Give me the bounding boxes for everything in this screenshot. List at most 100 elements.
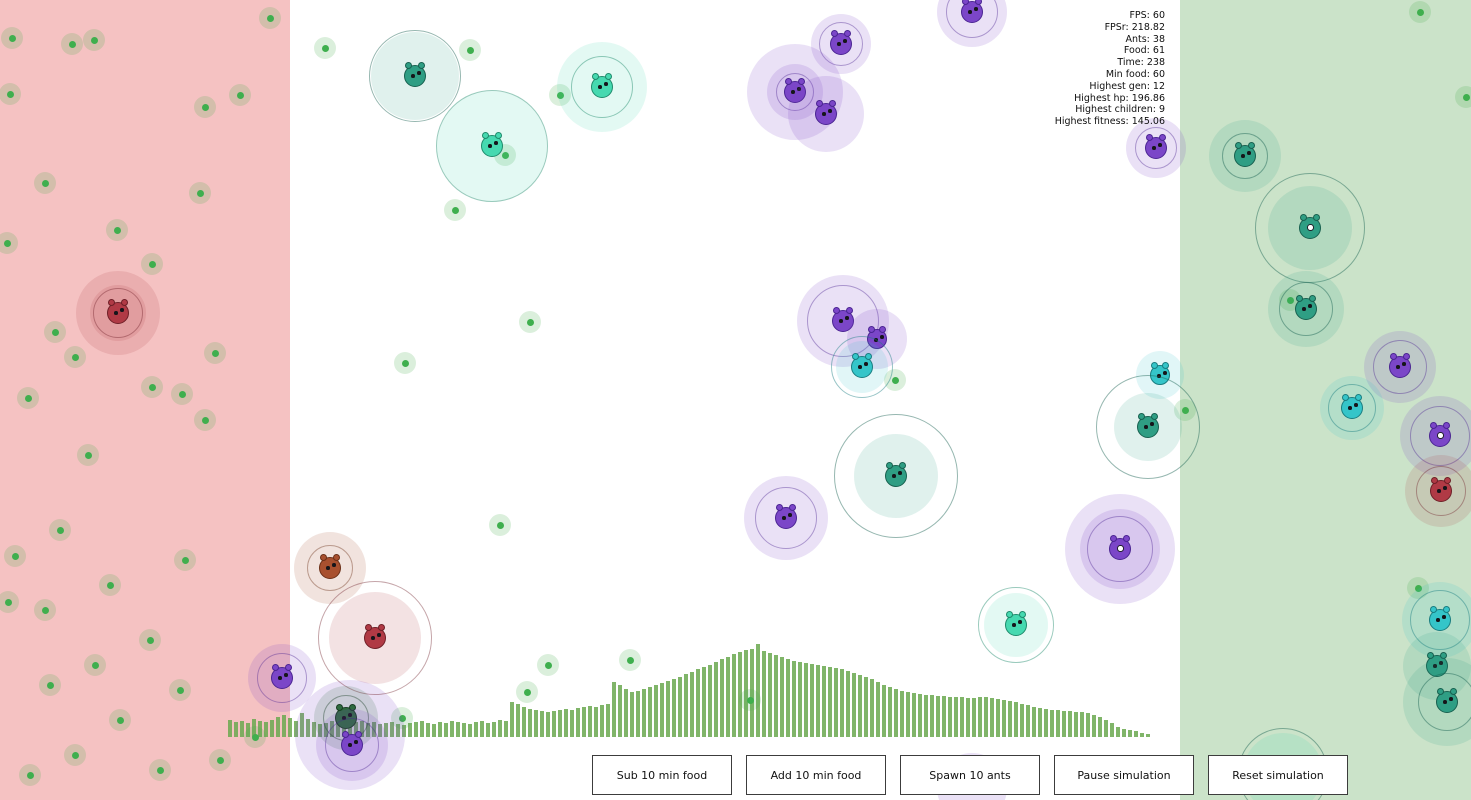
ant: [404, 62, 426, 87]
histogram-bar: [318, 724, 322, 737]
stat-highest-fitness: Highest fitness: 145.06: [1054, 116, 1165, 128]
histogram-bar: [564, 709, 568, 737]
histogram-bar: [528, 709, 532, 737]
histogram-bar: [912, 693, 916, 737]
ant-eye: [348, 713, 352, 717]
histogram-bar: [846, 671, 850, 737]
ant-eye: [782, 516, 786, 520]
histogram-bar: [870, 679, 874, 737]
histogram-bar: [786, 659, 790, 737]
histogram-bar: [936, 696, 940, 737]
food-dot: [146, 636, 154, 644]
histogram-bar: [552, 711, 556, 737]
food-dot: [84, 451, 92, 459]
food-dot: [26, 771, 34, 779]
reset-simulation-button[interactable]: Reset simulation: [1208, 755, 1348, 795]
ant-vision-ring: [978, 587, 1054, 663]
histogram-bar: [1062, 711, 1066, 737]
ant-vision-ring: [325, 718, 379, 772]
ant-eye: [348, 743, 352, 747]
food-dot: [148, 383, 156, 391]
histogram-bar: [474, 722, 478, 737]
histogram-bar: [744, 650, 748, 737]
food-dot: [251, 733, 259, 741]
histogram-bar: [600, 705, 604, 737]
food-dot: [211, 349, 219, 357]
ant: [1295, 295, 1317, 320]
pause-simulation-button[interactable]: Pause simulation: [1054, 755, 1194, 795]
histogram-bar: [1068, 711, 1072, 737]
ant-eye: [1158, 143, 1162, 147]
histogram-bar: [522, 707, 526, 737]
histogram-bar: [678, 677, 682, 737]
histogram-bar: [690, 672, 694, 737]
histogram-bar: [378, 724, 382, 737]
food-dot: [526, 318, 534, 326]
histogram-bar: [720, 659, 724, 737]
stat-ants: Ants: 38: [1125, 33, 1165, 45]
food-dot: [523, 688, 531, 696]
ant-eye: [1152, 146, 1156, 150]
food-dot: [398, 714, 406, 722]
histogram-bar: [270, 720, 274, 737]
histogram-bar: [1098, 717, 1102, 737]
histogram-bar: [960, 697, 964, 737]
ant: [815, 100, 837, 125]
histogram-bar: [1122, 729, 1126, 737]
ant: [784, 78, 806, 103]
histogram-bar: [888, 687, 892, 737]
histogram-bar: [468, 724, 472, 737]
histogram-bar: [432, 724, 436, 737]
ant-vision-ring: [1373, 340, 1427, 394]
histogram-bar: [540, 711, 544, 737]
histogram-bar: [234, 722, 238, 737]
food-dot: [71, 751, 79, 759]
histogram-bar: [504, 721, 508, 737]
food-dot: [71, 353, 79, 361]
ant: [1429, 606, 1451, 631]
ant-eye: [371, 636, 375, 640]
histogram-bar: [876, 682, 880, 737]
sub-food-button[interactable]: Sub 10 min food: [592, 755, 732, 795]
ant-eye: [845, 316, 849, 320]
histogram-bar: [864, 677, 868, 737]
histogram-bar: [840, 669, 844, 737]
ant-eye: [1348, 406, 1352, 410]
ant-eye: [598, 85, 602, 89]
ant-eye: [1308, 304, 1312, 308]
histogram-bar: [240, 721, 244, 737]
ant-eye: [1437, 432, 1444, 439]
ant-eye: [1443, 700, 1447, 704]
ant-eye: [1012, 623, 1016, 627]
histogram-bar: [612, 682, 616, 737]
histogram-bar: [390, 722, 394, 737]
ant: [885, 462, 907, 487]
histogram-bar: [228, 720, 232, 737]
ant-eye: [1443, 486, 1447, 490]
food-dot: [466, 46, 474, 54]
ant: [591, 73, 613, 98]
histogram-bar: [1146, 734, 1150, 737]
food-dot: [1414, 584, 1422, 592]
add-food-button[interactable]: Add 10 min food: [746, 755, 886, 795]
ant-vision-ring: [318, 581, 432, 695]
histogram-bar: [738, 652, 742, 737]
ant: [1299, 214, 1321, 239]
histogram-bar: [630, 692, 634, 737]
stat-time: Time: 238: [1117, 57, 1165, 69]
histogram-bar: [1002, 700, 1006, 737]
ant-eye: [1163, 371, 1167, 375]
ant: [341, 731, 363, 756]
food-dot: [90, 36, 98, 44]
food-dot: [3, 239, 11, 247]
spawn-ants-button[interactable]: Spawn 10 ants: [900, 755, 1040, 795]
ant: [364, 624, 386, 649]
food-dot: [113, 226, 121, 234]
histogram-bar: [822, 666, 826, 737]
ant-eye: [120, 308, 124, 312]
ant-eye: [797, 87, 801, 91]
food-dot: [544, 661, 552, 669]
histogram-bar: [672, 679, 676, 737]
stat-food: Food: 61: [1123, 45, 1165, 57]
ant-eye: [791, 90, 795, 94]
